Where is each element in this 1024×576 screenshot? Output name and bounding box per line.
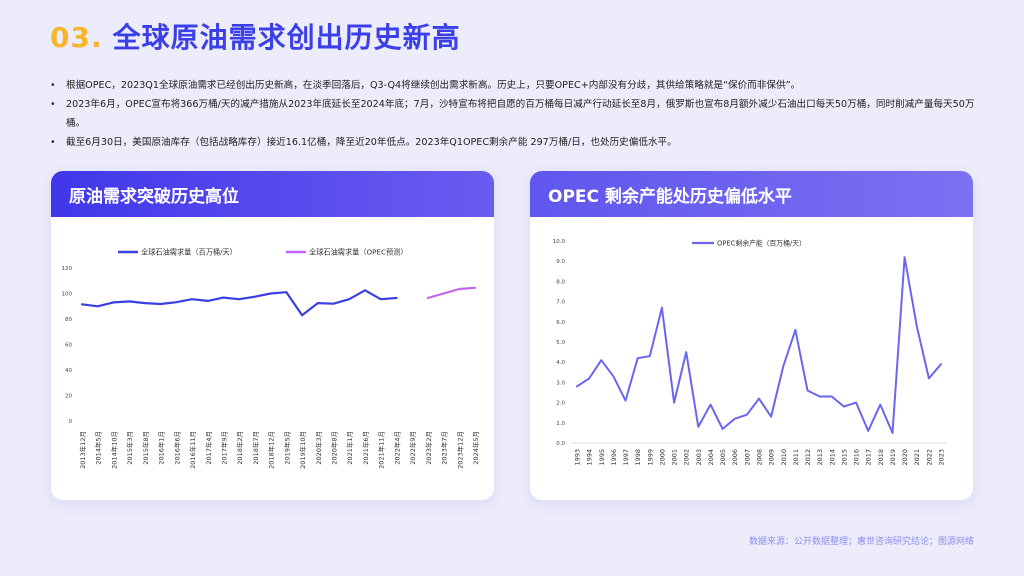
x-tick-label: 1995 — [598, 449, 606, 466]
y-tick-label: 8.0 — [556, 279, 565, 285]
x-tick-label: 2006 — [731, 449, 739, 466]
x-tick-label: 2010 — [780, 449, 788, 466]
x-tick-label: 2018 — [877, 449, 885, 466]
x-tick-label: 2008 — [756, 449, 764, 466]
x-tick-label: 1998 — [634, 449, 642, 466]
y-tick-label: 2.0 — [556, 401, 565, 407]
x-tick-label: 2019年5月 — [282, 431, 291, 465]
capacity-line-chart: 0.0 1.0 2.0 3.0 4.0 5.0 6.0 7.0 8.0 9.0 10.0 1993 19… — [553, 239, 947, 466]
x-tick-label: 2018年12月 — [267, 431, 276, 469]
x-tick-label: 2020年3月 — [314, 431, 323, 465]
x-tick-label: 2011 — [792, 449, 800, 466]
x-tick-label: 2019年10月 — [298, 431, 307, 469]
x-tick-label: 2017年4月 — [204, 431, 213, 465]
y-tick-label: 4.0 — [556, 360, 565, 366]
title-number: 03. — [50, 21, 103, 54]
y-tick-label: 1.0 — [556, 421, 565, 427]
capacity-chart-card: OPEC 剩余产能处历史偏低水平 0.0 1.0 2.0 3.0 4.0 5.0 6.0 7.… — [530, 171, 973, 500]
x-tick-label: 2015 — [840, 449, 848, 466]
x-tick-label: 2004 — [707, 449, 715, 466]
x-tick-label: 2014年10月 — [109, 431, 118, 469]
x-tick-label: 2002 — [683, 449, 691, 466]
x-tick-label: 2022 — [925, 449, 933, 466]
x-tick-label: 1999 — [646, 449, 654, 466]
x-tick-label: 2000 — [658, 449, 666, 466]
x-tick-label: 2012 — [804, 449, 812, 466]
x-tick-label: 1994 — [586, 449, 594, 466]
demand-chart-card: 原油需求突破历史高位 0 20 40 60 80 100 120 2013年12月 2014年5… — [51, 171, 494, 500]
page-title: 03. 全球原油需求创出历史新高 — [50, 16, 461, 56]
x-tick-label: 2023年2月 — [424, 431, 433, 465]
y-tick-label: 9.0 — [556, 259, 565, 265]
x-tick-label: 2019 — [889, 449, 897, 466]
source-note: 数据来源：公开数据整理；惠世咨询研究结论；图源网络 — [748, 537, 974, 547]
x-tick-label: 2023 — [938, 449, 946, 466]
bullet-item: 截至6月30日，美国原油库存（包括战略库存）接近16.1亿桶，降至近20年低点。… — [50, 133, 982, 152]
x-tick-label: 2017 — [865, 449, 873, 466]
series-line — [576, 256, 942, 434]
y-tick-label: 60 — [65, 343, 72, 349]
y-tick-label: 100 — [62, 292, 73, 298]
y-tick-label: 10.0 — [553, 239, 566, 245]
x-tick-label: 2024年5月 — [471, 431, 480, 465]
x-tick-label: 2001 — [671, 449, 679, 466]
y-tick-label: 40 — [65, 368, 72, 374]
x-tick-label: 2021年11月 — [377, 431, 386, 469]
y-tick-label: 0.0 — [556, 441, 565, 447]
y-tick-label: 0 — [69, 419, 73, 425]
x-tick-label: 2013年12月 — [78, 431, 87, 469]
y-tick-label: 20 — [65, 394, 72, 400]
title-text: 全球原油需求创出历史新高 — [112, 21, 461, 54]
x-tick-label: 2021年6月 — [361, 431, 370, 465]
x-tick-label: 2021年1月 — [345, 431, 354, 465]
x-tick-label: 2022年9月 — [408, 431, 417, 465]
y-tick-label: 3.0 — [556, 380, 565, 386]
bullet-item: 根据OPEC，2023Q1全球原油需求已经创出历史新高，在淡季回落后，Q3-Q4… — [50, 76, 982, 95]
x-tick-label: 2015年3月 — [125, 431, 134, 465]
legend-label: 全球石油需求量（百万桶/天） — [141, 248, 237, 257]
x-tick-label: 2005 — [719, 449, 727, 466]
x-tick-label: 2018年2月 — [235, 431, 244, 465]
x-tick-label: 2016年6月 — [172, 431, 181, 465]
x-tick-label: 2020年8月 — [330, 431, 339, 465]
y-tick-label: 120 — [62, 266, 73, 272]
x-tick-label: 2013 — [816, 449, 824, 466]
x-tick-label: 2014 — [828, 449, 836, 466]
x-tick-label: 2009 — [768, 449, 776, 466]
legend-label: OPEC剩余产能（百万桶/天） — [717, 239, 806, 248]
x-tick-label: 2021 — [913, 449, 921, 466]
x-tick-label: 1993 — [574, 449, 582, 466]
y-tick-label: 6.0 — [556, 320, 565, 326]
x-tick-label: 2015年8月 — [141, 431, 150, 465]
y-tick-label: 80 — [65, 317, 72, 323]
x-tick-label: 2023年12月 — [455, 431, 464, 469]
x-tick-label: 2014年5月 — [94, 431, 103, 465]
demand-chart-title: 原油需求突破历史高位 — [51, 171, 494, 217]
x-tick-label: 2020 — [901, 449, 909, 466]
x-tick-label: 2016年1月 — [157, 431, 166, 465]
x-tick-label: 1996 — [610, 449, 618, 466]
bullet-list: 根据OPEC，2023Q1全球原油需求已经创出历史新高，在淡季回落后，Q3-Q4… — [50, 76, 982, 152]
x-tick-label: 2016 — [853, 449, 861, 466]
y-tick-label: 7.0 — [556, 300, 565, 306]
x-tick-label: 2007 — [743, 449, 751, 466]
x-tick-label: 2023年7月 — [440, 431, 449, 465]
capacity-chart-title: OPEC 剩余产能处历史偏低水平 — [530, 171, 973, 217]
x-tick-label: 2022年4月 — [392, 431, 401, 465]
x-tick-label: 2018年7月 — [251, 431, 260, 465]
bullet-item: 2023年6月，OPEC宣布将366万桶/天的减产措施从2023年底延长至202… — [50, 95, 982, 133]
x-tick-label: 1997 — [622, 449, 630, 466]
series-line — [426, 286, 477, 300]
demand-line-chart: 0 20 40 60 80 100 120 2013年12月 2014年5月 2014年10月 20… — [62, 248, 481, 469]
y-tick-label: 5.0 — [556, 340, 565, 346]
x-tick-label: 2017年9月 — [219, 431, 228, 465]
x-tick-label: 2016年11月 — [188, 431, 197, 469]
series-line — [80, 289, 398, 317]
legend-label: 全球石油需求量（OPEC预测） — [309, 248, 408, 257]
x-tick-label: 2003 — [695, 449, 703, 466]
